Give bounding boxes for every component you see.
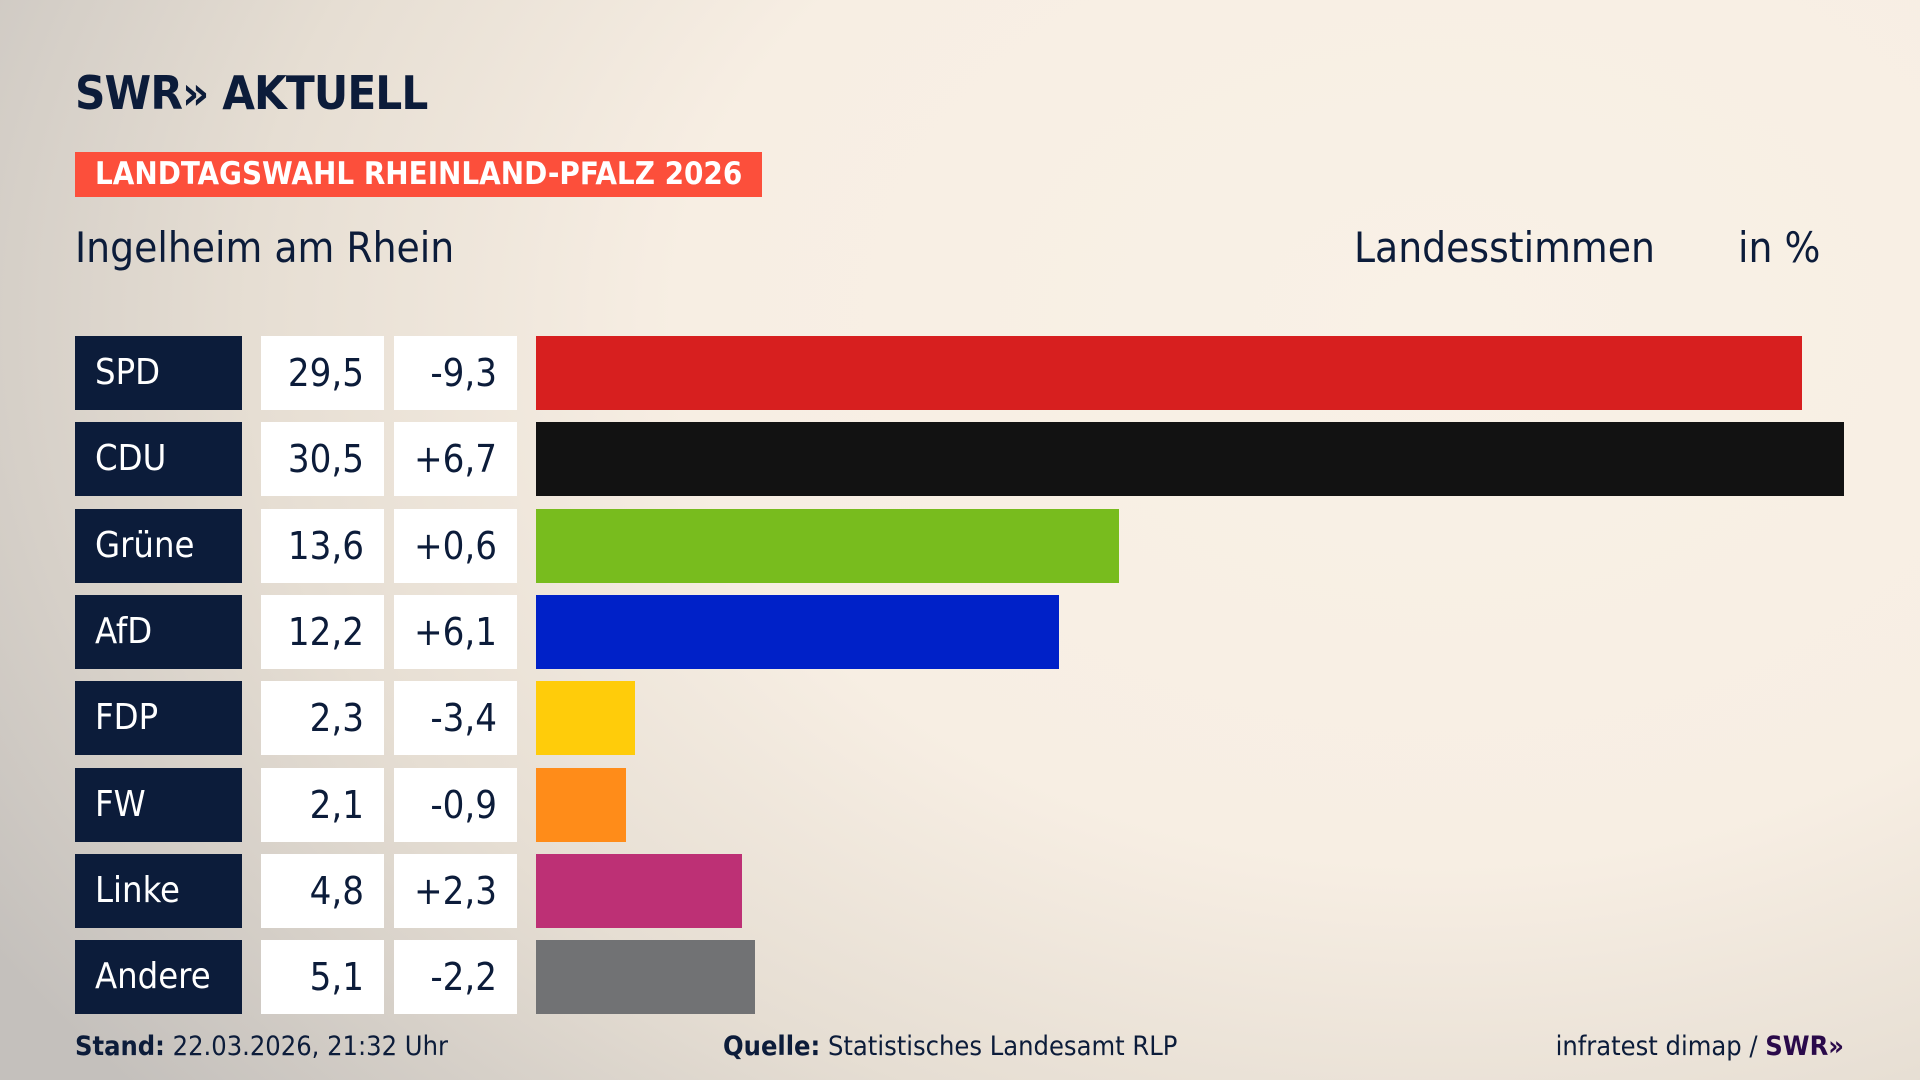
party-label: FDP (75, 681, 242, 756)
bar-fw (536, 767, 627, 842)
vote-share: 4,8 (261, 853, 384, 928)
vote-share: 13,6 (261, 508, 384, 583)
party-label: FW (75, 767, 242, 842)
vote-change: -2,2 (394, 940, 517, 1015)
vote-share: 12,2 (261, 594, 384, 669)
party-label: Linke (75, 853, 242, 928)
party-label: Andere (75, 940, 242, 1015)
party-row: FW 2,1 -0,9 (0, 767, 1920, 842)
source-value: Statistisches Landesamt RLP (827, 1031, 1178, 1062)
vote-change: -0,9 (394, 767, 517, 842)
vote-share: 2,3 (261, 681, 384, 756)
bar-cdu (536, 422, 1845, 497)
party-row: Grüne 13,6 +0,6 (0, 508, 1920, 583)
party-row: FDP 2,3 -3,4 (0, 681, 1920, 756)
vote-change: +0,6 (394, 508, 517, 583)
region-title: Ingelheim am Rhein (75, 223, 455, 272)
party-label: Grüne (75, 508, 242, 583)
party-label: AfD (75, 594, 242, 669)
source-label: Quelle: (723, 1031, 821, 1062)
credit: infratest dimap / SWR» (1556, 1030, 1844, 1064)
vote-change: -3,4 (394, 681, 517, 756)
credit-text: infratest dimap / (1555, 1031, 1758, 1062)
stand-value: 22.03.2026, 21:32 Uhr (172, 1031, 448, 1062)
election-banner: LANDTAGSWAHL RHEINLAND-PFALZ 2026 (75, 152, 763, 197)
vote-change: -9,3 (394, 336, 517, 410)
timestamp: Stand: 22.03.2026, 21:32 Uhr (75, 1030, 448, 1064)
vote-change: +6,1 (394, 594, 517, 669)
metric-label: Landesstimmen (1354, 223, 1655, 272)
vote-share: 29,5 (261, 336, 384, 410)
party-label: SPD (75, 336, 242, 410)
vote-change: +2,3 (394, 853, 517, 928)
swr-aktuell-logo: SWR» AKTUELL (75, 66, 428, 120)
bar-spd (536, 336, 1802, 410)
bar-linke (536, 853, 742, 928)
party-label: CDU (75, 422, 242, 497)
unit-label: in % (1738, 223, 1821, 272)
bar-afd (536, 594, 1060, 669)
bar-gruene (536, 508, 1120, 583)
party-row: AfD 12,2 +6,1 (0, 594, 1920, 669)
stand-label: Stand: (75, 1031, 165, 1062)
bar-fdp (536, 681, 635, 756)
party-row: Andere 5,1 -2,2 (0, 940, 1920, 1015)
vote-change: +6,7 (394, 422, 517, 497)
party-row: CDU 30,5 +6,7 (0, 422, 1920, 497)
swr-small-logo: SWR» (1765, 1031, 1844, 1062)
source: Quelle: Statistisches Landesamt RLP (723, 1030, 1177, 1064)
vote-share: 30,5 (261, 422, 384, 497)
bar-andere (536, 940, 755, 1015)
vote-share: 5,1 (261, 940, 384, 1015)
party-row: SPD 29,5 -9,3 (0, 336, 1920, 410)
vote-share: 2,1 (261, 767, 384, 842)
party-row: Linke 4,8 +2,3 (0, 853, 1920, 928)
